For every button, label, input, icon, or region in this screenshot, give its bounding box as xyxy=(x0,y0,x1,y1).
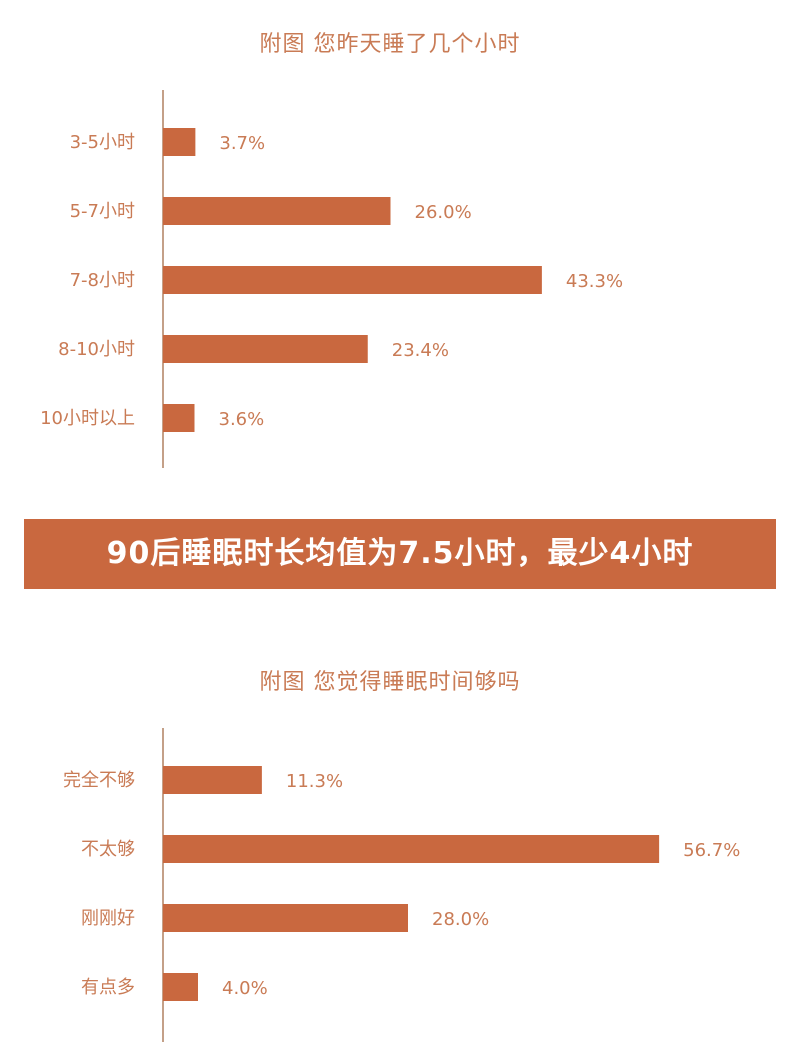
chart2-sleep-enough: 完全不够 11.3% 不太够 56.7% 刚刚好 28.0% 有点多 4.0% xyxy=(63,728,740,1042)
chart2-value-label-0: 11.3% xyxy=(286,771,343,792)
chart1-category-label-4: 10小时以上 xyxy=(40,408,135,429)
chart2-bar-0 xyxy=(163,766,262,794)
chart1-value-label-1: 26.0% xyxy=(415,202,472,223)
chart2-category-label-3: 有点多 xyxy=(81,977,135,998)
chart2-value-label-1: 56.7% xyxy=(683,840,740,861)
chart1-sleep-hours: 3-5小时 3.7% 5-7小时 26.0% 7-8小时 43.3% 8-10小时 23.4%… xyxy=(40,90,623,468)
chart1-bar-3 xyxy=(163,335,368,363)
chart2-bar-1 xyxy=(163,835,660,863)
chart2-title: 附图 您觉得睡眠时间够吗 xyxy=(259,670,521,695)
chart1-bar-1 xyxy=(163,197,391,225)
chart1-bar-2 xyxy=(163,266,542,294)
chart1-value-label-3: 23.4% xyxy=(392,340,449,361)
chart1-bar-4 xyxy=(163,404,195,432)
chart1-category-label-1: 5-7小时 xyxy=(70,201,135,222)
chart2-category-label-1: 不太够 xyxy=(81,839,135,860)
chart2-category-label-0: 完全不够 xyxy=(63,770,135,791)
chart2-value-label-2: 28.0% xyxy=(432,909,489,930)
chart1-value-label-0: 3.7% xyxy=(219,133,265,154)
chart1-value-label-2: 43.3% xyxy=(566,271,623,292)
chart2-value-label-3: 4.0% xyxy=(222,978,268,999)
chart1-category-label-0: 3-5小时 xyxy=(70,132,135,153)
summary-banner: 90后睡眠时长均值为7.5小时，最少4小时 xyxy=(24,519,776,589)
chart2-bar-2 xyxy=(163,904,408,932)
chart1-value-label-4: 3.6% xyxy=(219,409,265,430)
chart1-bar-0 xyxy=(163,128,196,156)
chart1-title: 附图 您昨天睡了几个小时 xyxy=(259,32,521,57)
chart1-category-label-3: 8-10小时 xyxy=(58,339,135,360)
chart1-category-label-2: 7-8小时 xyxy=(70,270,135,291)
chart2-bar-3 xyxy=(163,973,198,1001)
chart2-category-label-2: 刚刚好 xyxy=(81,908,135,929)
